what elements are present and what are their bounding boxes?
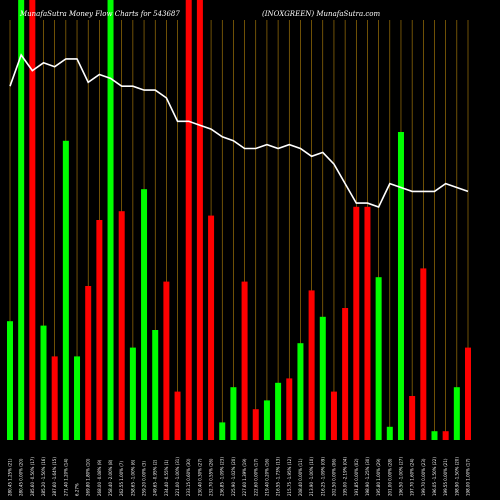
money-flow-bar [29,0,36,440]
money-flow-bar [330,391,337,440]
x-tick-label: 249.65 -0.95% (2) [153,459,158,496]
money-flow-bar [375,277,382,440]
x-tick-label: 280.45 1.25% (21) [8,458,13,496]
money-flow-bar [219,422,226,440]
x-tick-label: 197.70 1.60% (24) [410,458,415,496]
money-flow-bar [465,347,471,440]
money-flow-bar [308,290,315,440]
money-flow-bar [420,268,427,440]
money-flow-bar [453,387,460,440]
x-tick-label: 213.90 -1.00% (10) [309,457,314,496]
money-flow-bar [364,206,371,440]
money-flow-bar [185,0,192,440]
x-tick-label: 230.40 0.30% (27) [197,458,202,496]
money-flow-bar [442,431,449,440]
money-flow-bar [208,215,215,440]
money-flow-bar [18,0,25,440]
x-tick-label: 233.15 0.60% (30) [186,458,191,496]
x-tick-label: 201.00 0.00% (28) [387,458,392,496]
x-tick-label: 285.20 -1.50% (16) [41,457,46,496]
money-flow-bar [353,206,360,440]
x-tick-label: 287.60 -1.64% (15) [52,457,57,496]
x-tick-label: 285.60 -0.50% (17) [30,457,35,496]
money-flow-bar [275,382,282,440]
x-tick-label: 234.40 -0.55% (1) [164,459,169,496]
money-flow-bar [7,321,13,440]
money-flow-bar [62,140,69,441]
x-tick-label: 268.00 -0.08% (9) [97,459,102,496]
money-flow-bar [74,356,81,440]
x-tick-label: 199.70 0.00% (23) [421,458,426,496]
money-flow-bar [286,378,293,440]
x-tick-label: 227.60 1.39% (19) [242,458,247,496]
x-tick-label: 195.00 -2.19% (04) [343,457,348,496]
money-flow-bar [241,281,248,440]
x-tick-label: 269.80 1.80% (10) [86,458,91,496]
x-tick-label: 262.55 1.00% (7) [119,461,124,496]
x-tick-labels: 280.45 1.25% (21) 280.45 0.00% (20) 285.60… [8,457,471,496]
x-tick-label: 222.60 0.00% (17) [253,458,258,496]
chart-title: MunafaSutra Money Flow Charts for 543687 [19,10,180,18]
money-flow-bar [252,409,259,440]
x-tick-label: 196.50 -1.00% (27) [398,457,403,496]
x-tick-label: 225.90 -1.02% (20) [231,457,236,496]
x-tick-label: 271.40 1.20% (14) [63,458,68,496]
x-tick-label: 215.75 -1.95% (12) [287,457,292,496]
money-flow-bar [152,330,159,440]
x-tick-label: 196.05 -1.50% (22) [432,457,437,496]
money-flow-bar [342,308,349,440]
money-flow-bar [397,132,404,440]
money-flow-bar [297,343,304,440]
money-flow-bar [96,220,103,440]
x-tick-label: 236.85 -1.09% (23) [220,457,225,496]
x-tick-label: 258.40 -2.00% (8) [108,459,113,496]
money-flow-bar [163,281,170,440]
x-tick-label: 202.50 0.00% (06) [331,458,336,496]
price-line [9,53,469,208]
money-flow-bar [118,211,125,440]
x-tick-label: 208.40 0.00% (11) [298,458,303,496]
x-tick-label: 6.27% [75,483,80,496]
bars [7,0,471,441]
chart-subtitle: (INOXGREEN) MunafaSutra.com [262,10,381,18]
x-tick-label: 280.45 0.00% (20) [19,458,24,496]
x-tick-label: 258.65 -1.00% (6) [130,459,135,496]
money-flow-bar [319,316,326,440]
money-flow-bar [51,356,58,440]
x-tick-label: 195.80 1.00% (29) [376,458,381,496]
money-flow-bar [230,387,237,440]
x-tick-label: 259.20 0.00% (3) [142,461,147,496]
x-tick-label: 199.55 0.00% (21) [443,458,448,496]
money-flow-bar [386,426,393,440]
money-flow-bar [85,286,92,440]
x-tick-label: 216.55 -1.73% (13) [276,457,281,496]
money-flow-bar [431,431,438,440]
money-flow-bar [40,325,47,440]
money-flow-bar [263,400,270,440]
money-flow-bar [141,189,148,440]
money-flow-bar [409,396,416,440]
x-tick-label: 221.00 -1.00% (31) [175,457,180,496]
money-flow-bar [174,391,181,440]
x-tick-label: 198.90 -1.50% (20) [454,457,459,496]
money-flow-bar [196,0,203,440]
x-tick-label: 216.25 -1.09% (09) [320,457,325,496]
x-tick-label: 198.00 1.00% (17) [466,458,471,496]
money-flow-bar [107,0,114,440]
money-flow-bar [129,347,136,440]
x-tick-label: 232.70 0.55% (26) [209,458,214,496]
x-tick-label: 198.90 -1.25% (30) [365,457,370,496]
x-tick-label: 191.85 0.00% (02) [354,458,359,496]
x-tick-label: 219.40 0.20% (16) [264,458,269,496]
